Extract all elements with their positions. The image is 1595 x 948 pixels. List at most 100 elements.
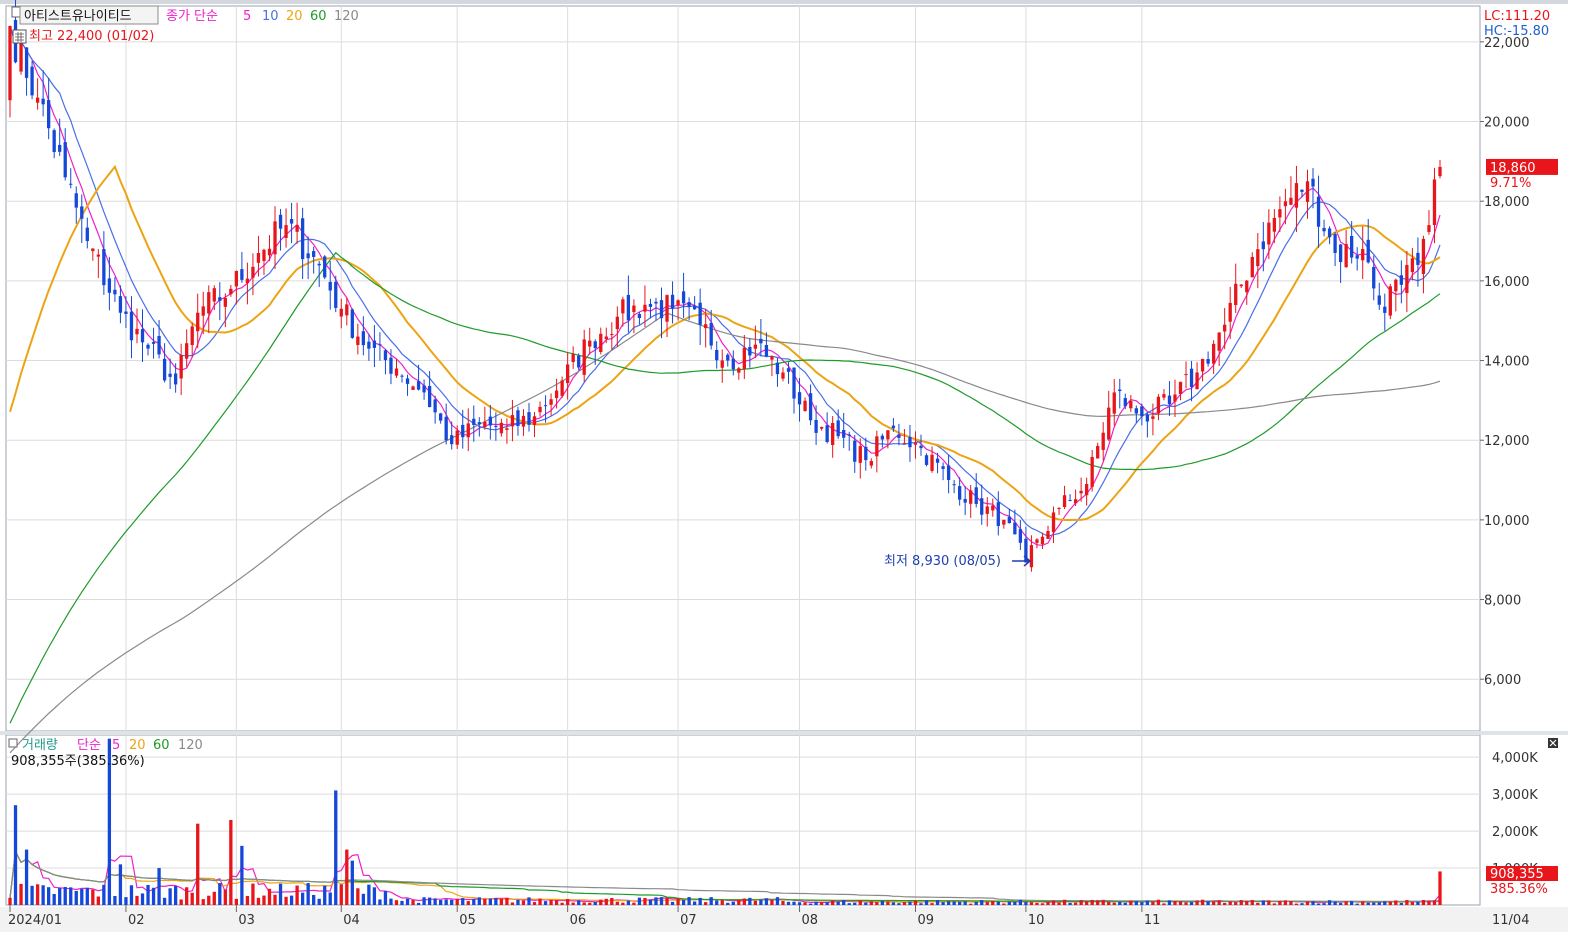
candle-body <box>1327 228 1332 238</box>
candle-body <box>1046 531 1050 539</box>
candle-body <box>615 316 619 330</box>
stock-name-box[interactable] <box>19 5 159 25</box>
candle-body <box>372 340 377 348</box>
volume-panel-icon[interactable] <box>8 738 18 748</box>
volume-bar <box>1018 899 1023 905</box>
grid-toggle-glyph <box>15 32 24 42</box>
x-tick-label: 10 <box>1028 913 1045 928</box>
grid-toggle-icon[interactable] <box>12 29 27 44</box>
volume-bar <box>891 902 896 905</box>
price-indicator-label[interactable]: 종가 단순 <box>166 9 218 24</box>
candle-body <box>1129 400 1133 409</box>
volume-bar <box>715 900 719 905</box>
volume-bar <box>383 890 388 905</box>
volume-bar <box>1366 902 1370 905</box>
candle-body <box>963 498 967 503</box>
volume-bar <box>1162 903 1166 905</box>
candle-body <box>1416 252 1420 265</box>
volume-bar <box>1327 900 1332 905</box>
stock-chart[interactable]: 6,000 8,000 10,000 12,000 14,000 16,000 18,000… <box>0 0 1568 932</box>
candle-body <box>1002 519 1006 525</box>
candle-body <box>179 354 183 379</box>
volume-bar <box>405 898 410 905</box>
candle-body <box>731 358 735 370</box>
price-tick-label: 12,000 <box>1484 434 1530 449</box>
volume-bar <box>1040 903 1045 905</box>
candle-body <box>726 354 730 361</box>
volume-bar <box>797 902 802 905</box>
candle-body <box>118 296 123 313</box>
volume-bar <box>179 899 183 905</box>
candle-body <box>1300 189 1304 192</box>
volume-bar <box>8 897 12 905</box>
volume-bar <box>289 895 294 905</box>
volume-bar <box>416 902 421 905</box>
volume-bar <box>897 903 901 905</box>
volume-bar <box>958 901 962 905</box>
volume-bar <box>1173 901 1177 905</box>
candle-body <box>91 248 95 252</box>
volume-bar <box>1178 901 1183 905</box>
candle-body <box>405 378 410 384</box>
candle-body <box>621 299 625 314</box>
volume-title[interactable]: 거래량 <box>22 738 58 753</box>
candle-body <box>295 224 299 232</box>
candle-body <box>571 354 575 363</box>
candle-body <box>902 442 907 444</box>
volume-bar <box>218 883 222 905</box>
candle-body <box>312 251 316 257</box>
candle-body <box>24 47 29 78</box>
vol-ma120-legend: 120 <box>178 738 203 753</box>
volume-bar <box>1035 902 1039 905</box>
candle-body <box>494 425 498 427</box>
candle-body <box>1040 536 1045 545</box>
vol-ma20-legend: 20 <box>129 738 146 753</box>
candle-body <box>543 405 548 407</box>
volume-bar <box>825 902 829 905</box>
candle-body <box>1344 243 1348 268</box>
volume-bar <box>234 898 239 905</box>
volume-bar <box>46 887 51 905</box>
volume-bar <box>842 900 846 905</box>
candle-body <box>378 344 382 346</box>
candle-body <box>836 420 840 437</box>
volume-bar <box>361 893 366 905</box>
candle-body <box>764 344 769 357</box>
current-price-badge <box>1486 158 1558 175</box>
candle-body <box>356 336 360 345</box>
panel-divider[interactable] <box>0 731 1568 735</box>
candle-body <box>588 340 592 347</box>
chart-svg[interactable]: 6,000 8,000 10,000 12,000 14,000 16,000 18,000… <box>0 0 1568 932</box>
volume-indicator-label[interactable]: 단순 <box>77 738 101 753</box>
current-price-label: 18,860 <box>1490 161 1536 176</box>
candle-body <box>842 429 846 438</box>
candle-body <box>637 314 642 319</box>
volume-bar <box>1432 900 1437 905</box>
volume-bar <box>516 899 520 905</box>
candle-body <box>1438 166 1442 177</box>
candle-body <box>1107 407 1111 440</box>
volume-bar <box>1399 902 1404 905</box>
candle-body <box>505 428 509 430</box>
vol-ma5-legend: 5 <box>112 738 120 753</box>
volume-bar <box>632 902 636 905</box>
volume-bar <box>251 883 255 905</box>
candle-body <box>659 300 664 319</box>
candle-body <box>1305 181 1310 202</box>
volume-bar <box>1350 901 1354 905</box>
volume-bar <box>1062 899 1067 905</box>
volume-bar <box>1239 900 1243 905</box>
volume-bar <box>350 860 354 905</box>
volume-bar <box>300 892 305 905</box>
volume-bar <box>389 898 393 905</box>
volume-bar <box>102 884 106 905</box>
stock-name[interactable]: 아티스트유나이티드 <box>24 9 132 24</box>
volume-bar <box>1090 899 1094 905</box>
volume-bar <box>687 897 691 905</box>
candles <box>8 0 1442 572</box>
candle-body <box>278 214 283 229</box>
volume-bar <box>1311 901 1315 905</box>
volume-bar <box>372 887 377 905</box>
candle-body <box>1013 522 1017 535</box>
candle-body <box>1200 358 1205 372</box>
